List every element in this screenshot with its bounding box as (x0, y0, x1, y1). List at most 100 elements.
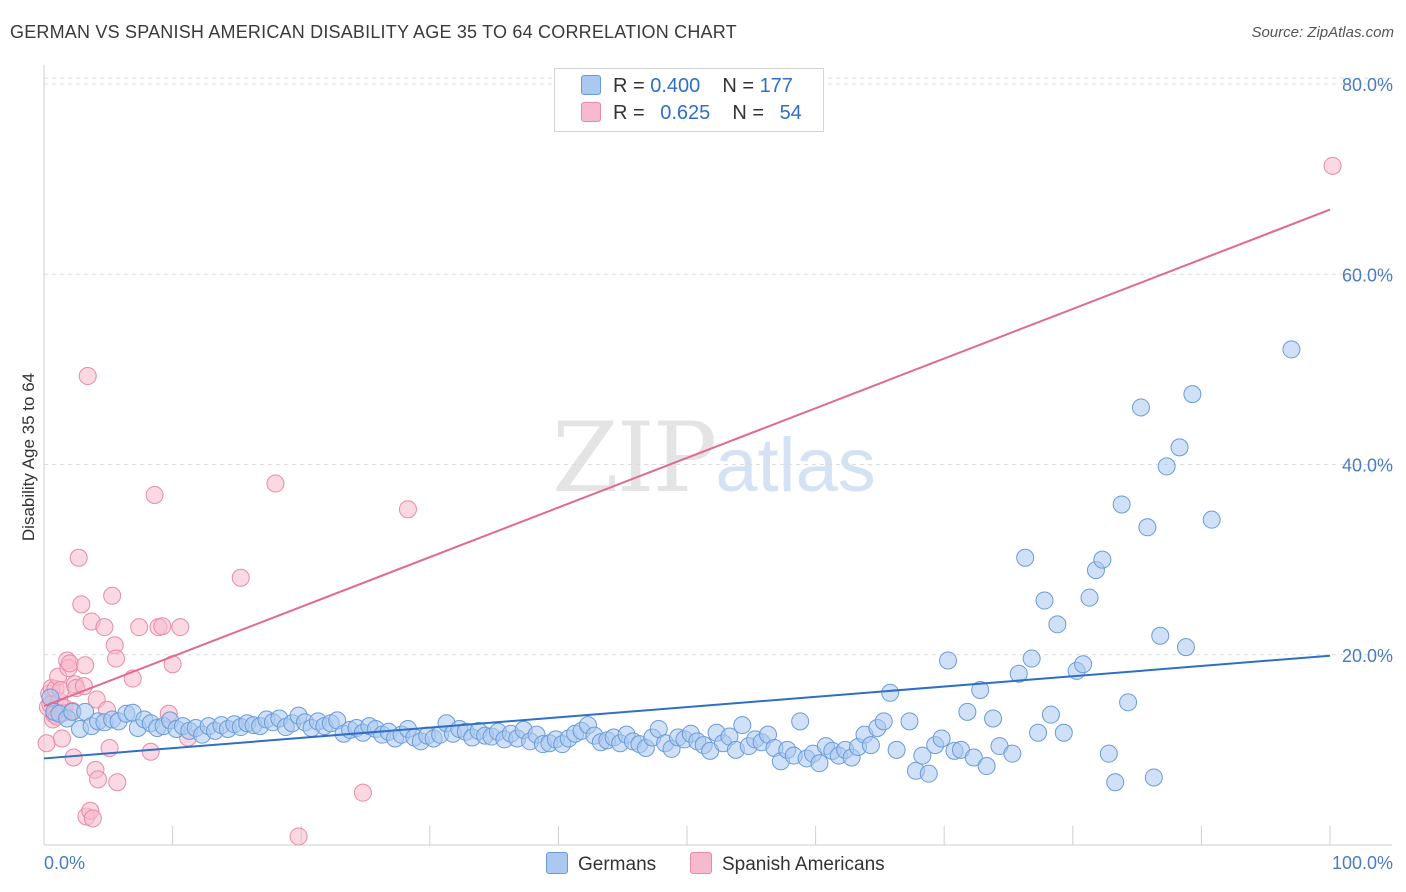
spanish-american-point (289, 827, 308, 846)
german-point (861, 736, 880, 755)
german-point (932, 729, 951, 748)
german-point (971, 680, 990, 699)
legend-r-label: R = (613, 75, 651, 97)
spanish-american-point (53, 729, 72, 748)
pink-swatch (581, 102, 601, 122)
legend-n-label: N = (732, 102, 770, 124)
german-point (1202, 510, 1221, 529)
y-tick-label: 80.0% (1342, 75, 1393, 95)
german-point (1106, 773, 1125, 792)
german-point (733, 716, 752, 735)
pink-swatch (690, 852, 712, 874)
german-point (1054, 723, 1073, 742)
legend-germans-label: Germans (578, 854, 657, 875)
watermark-zip: ZIP (552, 402, 717, 514)
legend-germans: Germans (546, 852, 656, 876)
spanish-american-point (89, 770, 108, 789)
german-point (810, 754, 829, 773)
germans-trend-line (43, 654, 1331, 760)
legend-row-germans: R = 0.400 N = 177 (581, 75, 793, 99)
spanish-american-point (74, 677, 93, 696)
german-point (977, 757, 996, 776)
german-point (1112, 495, 1131, 514)
legend-n-label: N = (722, 75, 760, 97)
spanish-american-point (130, 618, 149, 637)
spanish-american-point (398, 500, 417, 519)
trend-lines (43, 208, 1331, 760)
spanish-american-point (108, 773, 127, 792)
spanish-american-point (103, 586, 122, 605)
german-point (900, 712, 919, 731)
spanish-american-point (69, 548, 88, 567)
german-point (1282, 340, 1301, 359)
german-point (1119, 693, 1138, 712)
spanish-american-point (83, 809, 102, 828)
german-point (874, 712, 893, 731)
x-tick-label-min: 0.0% (44, 853, 85, 873)
spanish-american-point (78, 367, 97, 386)
spanish-american-point (171, 618, 190, 637)
german-point (1131, 398, 1150, 417)
german-point (1170, 438, 1189, 457)
german-point (1022, 649, 1041, 668)
axis-labels: 20.0% 40.0% 60.0% 80.0% 0.0% 100.0% Disability… (19, 75, 1393, 873)
german-point (1093, 550, 1112, 569)
gridlines (44, 77, 1392, 656)
german-point (1157, 457, 1176, 476)
correlation-legend: R = 0.400 N = 177 R = 0.625 N = 54 (554, 68, 824, 132)
legend-r-value: 0.625 (660, 102, 711, 124)
german-point (1041, 705, 1060, 724)
german-point (913, 746, 932, 765)
german-point (1138, 518, 1157, 537)
spanish-american-point (266, 474, 285, 493)
german-point (1009, 664, 1028, 683)
german-point (1080, 588, 1099, 607)
legend-spanish: Spanish Americans (690, 852, 885, 876)
german-point (919, 764, 938, 783)
spanish-american-point (76, 656, 95, 675)
blue-swatch (546, 852, 568, 874)
german-point (939, 651, 958, 670)
spanish-american-point (145, 485, 164, 504)
german-point (1144, 768, 1163, 787)
x-tick-label-max: 100.0% (1332, 853, 1393, 873)
german-point (1099, 744, 1118, 763)
german-point (1176, 638, 1195, 657)
german-point (887, 740, 906, 759)
legend-n-value: 177 (759, 75, 793, 97)
spanish-american-point (1323, 156, 1342, 175)
legend-row-spanish: R = 0.625 N = 54 (581, 102, 802, 126)
y-axis-label: Disability Age 35 to 64 (19, 373, 38, 541)
spanish-american-point (72, 595, 91, 614)
germans-points (41, 340, 1301, 792)
german-point (1151, 626, 1170, 645)
spanish-american-point (95, 618, 114, 637)
german-point (1074, 655, 1093, 674)
german-point (1048, 615, 1067, 634)
spanish-american-point (353, 783, 372, 802)
german-point (964, 748, 983, 767)
legend-r-label: R = (613, 102, 651, 124)
legend-r-value: 0.400 (650, 75, 701, 97)
german-point (958, 702, 977, 721)
legend-n-value: 54 (779, 102, 802, 124)
spanish-american-point (60, 654, 79, 673)
german-point (791, 712, 810, 731)
y-tick-label: 60.0% (1342, 265, 1393, 285)
german-point (1029, 723, 1048, 742)
spanish-american-point (107, 649, 126, 668)
spanish-american-point (231, 568, 250, 587)
chart-title: GERMAN VS SPANISH AMERICAN DISABILITY AG… (10, 22, 737, 42)
german-point (984, 709, 1003, 728)
spanish-american-point (141, 742, 160, 761)
spanish-americans-trend-line (43, 208, 1331, 708)
german-point (1035, 591, 1054, 610)
german-point (1183, 385, 1202, 404)
blue-swatch (581, 75, 601, 95)
source-credit: Source: ZipAtlas.com (1251, 24, 1394, 41)
german-point (881, 683, 900, 702)
german-point (1016, 548, 1035, 567)
german-point (1003, 744, 1022, 763)
spanish-american-point (37, 734, 56, 753)
